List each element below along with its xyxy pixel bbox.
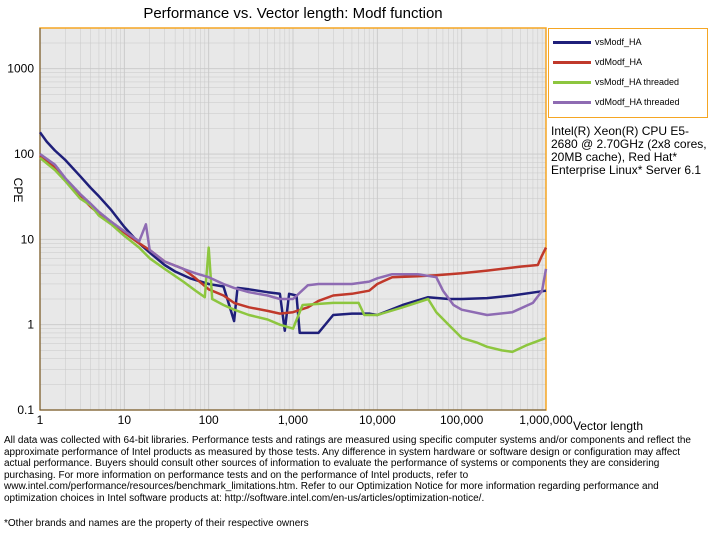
legend-label: vsModf_HA <box>595 37 642 47</box>
legend-item: vsModf_HA threaded <box>553 75 679 89</box>
series-line-0 <box>38 131 547 335</box>
legend-swatch <box>553 100 591 104</box>
chart-legend: vsModf_HA vdModf_HA vsModf_HA threaded vdMo… <box>548 28 708 118</box>
x-tick-label: 100 <box>199 413 219 427</box>
x-tick-label: 1,000 <box>278 413 308 427</box>
trademark-footnote: *Other brands and names are the property… <box>4 518 309 529</box>
legend-swatch <box>553 40 591 44</box>
y-tick-label: 1 <box>27 318 34 332</box>
y-tick-label: 10 <box>21 232 35 246</box>
legal-footnote: All data was collected with 64-bit libra… <box>4 435 691 504</box>
x-tick-label: 100,000 <box>440 413 484 427</box>
legend-item: vsModf_HA <box>553 35 642 49</box>
x-tick-label: 10,000 <box>359 413 396 427</box>
x-axis-label: Vector length <box>573 419 643 433</box>
chart-plot: 1 10 100 1,000 10,000 100,000 1,000,0000.11101… <box>7 27 643 433</box>
series-line-2 <box>39 156 547 354</box>
y-tick-label: 1000 <box>7 62 34 76</box>
y-tick-label: 100 <box>14 147 34 161</box>
legend-item: vdModf_HA <box>553 55 642 69</box>
x-tick-label: 1,000,000 <box>519 413 573 427</box>
system-info: Intel(R) Xeon(R) CPU E5-2680 @ 2.70GHz (… <box>551 124 707 177</box>
legend-label: vdModf_HA threaded <box>595 97 680 107</box>
series-line-3 <box>39 152 548 317</box>
legend-swatch <box>553 80 591 84</box>
x-tick-label: 1 <box>37 413 44 427</box>
legend-swatch <box>553 60 591 64</box>
x-tick-label: 10 <box>118 413 132 427</box>
y-axis-label: CPE <box>11 178 25 203</box>
legend-item: vdModf_HA threaded <box>553 95 680 109</box>
chart-title: Performance vs. Vector length: Modf func… <box>143 5 443 22</box>
y-tick-label: 0.1 <box>17 403 34 417</box>
legend-label: vdModf_HA <box>595 57 643 67</box>
legend-label: vsModf_HA threaded <box>595 77 680 87</box>
